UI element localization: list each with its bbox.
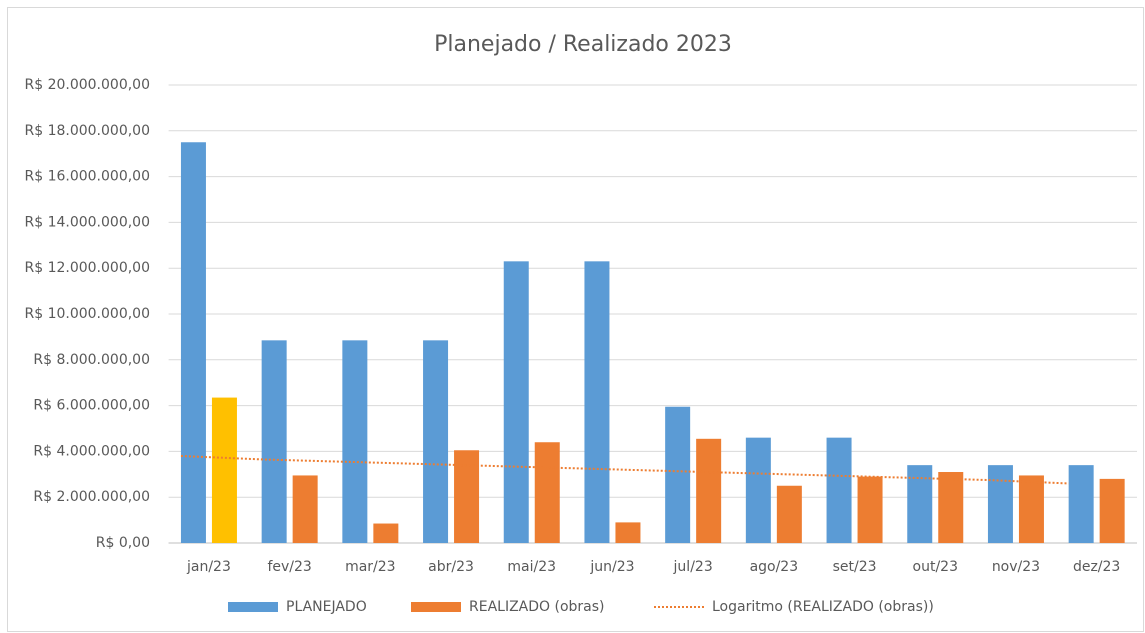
bar	[938, 472, 964, 543]
bar	[342, 340, 368, 543]
y-tick-label: R$ 12.000.000,00	[24, 260, 150, 276]
x-tick-label: abr/23	[428, 559, 474, 575]
y-tick-label: R$ 6.000.000,00	[33, 398, 150, 414]
bar	[776, 485, 802, 543]
x-tick-label: mar/23	[345, 559, 396, 575]
bar	[292, 475, 318, 543]
bar	[584, 261, 610, 543]
x-tick-label: jan/23	[186, 559, 231, 575]
chart-title: Planejado / Realizado 2023	[434, 32, 732, 57]
y-tick-label: R$ 18.000.000,00	[24, 123, 150, 139]
y-tick-label: R$ 4.000.000,00	[33, 443, 150, 459]
bar	[534, 442, 560, 543]
bar	[745, 437, 771, 543]
bar	[987, 465, 1013, 543]
x-tick-label: ago/23	[750, 559, 799, 575]
bar	[423, 340, 449, 543]
x-tick-label: jul/23	[673, 559, 713, 575]
bar	[503, 261, 529, 543]
x-tick-label: out/23	[913, 559, 958, 575]
bar	[373, 523, 399, 543]
bar	[1099, 478, 1125, 543]
legend-label: REALIZADO (obras)	[469, 599, 605, 615]
y-tick-label: R$ 10.000.000,00	[24, 306, 150, 322]
bar	[826, 437, 852, 543]
legend-swatch	[411, 602, 461, 612]
bar	[261, 340, 287, 543]
y-tick-label: R$ 8.000.000,00	[33, 352, 150, 368]
x-tick-label: jun/23	[589, 559, 634, 575]
x-tick-label: dez/23	[1073, 559, 1120, 575]
bar	[1018, 475, 1044, 543]
chart-frame	[7, 7, 1144, 632]
bar	[211, 397, 237, 543]
bar	[696, 438, 722, 543]
bar	[1068, 465, 1094, 543]
x-tick-label: mai/23	[507, 559, 556, 575]
x-tick-label: set/23	[833, 559, 877, 575]
bar	[615, 522, 641, 543]
y-tick-label: R$ 2.000.000,00	[33, 489, 150, 505]
y-tick-label: R$ 16.000.000,00	[24, 169, 150, 185]
bar	[665, 406, 691, 543]
legend-label: Logaritmo (REALIZADO (obras))	[712, 599, 934, 615]
y-tick-label: R$ 20.000.000,00	[24, 77, 150, 93]
bar	[857, 476, 883, 543]
x-tick-label: nov/23	[992, 559, 1040, 575]
bar	[180, 142, 206, 543]
y-tick-label: R$ 0,00	[96, 535, 150, 551]
legend-label: PLANEJADO	[286, 599, 367, 615]
trend-line	[180, 454, 1069, 485]
y-tick-label: R$ 14.000.000,00	[24, 214, 150, 230]
x-tick-label: fev/23	[267, 559, 311, 575]
bar	[907, 465, 933, 543]
legend-swatch	[228, 602, 278, 612]
